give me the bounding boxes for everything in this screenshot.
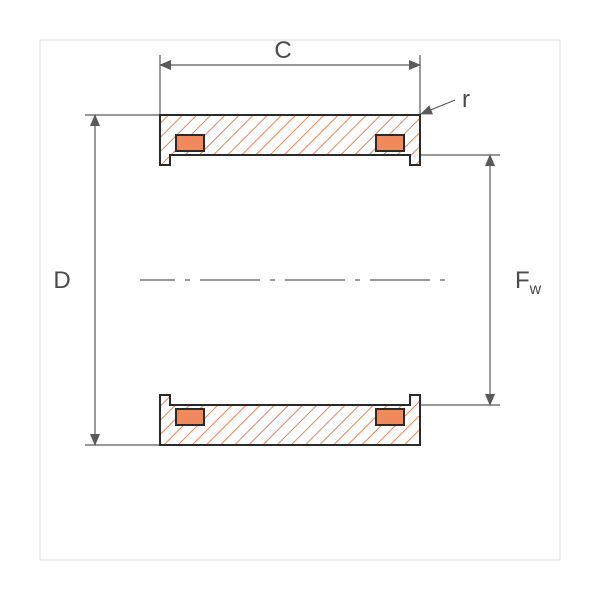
label-c: C [274, 37, 291, 64]
label-d: D [53, 267, 70, 294]
roller [376, 135, 404, 151]
bearing-diagram: C D Fw r [0, 0, 600, 600]
dim-fw: Fw [420, 155, 542, 405]
roller [376, 409, 404, 425]
roller [176, 409, 204, 425]
label-fw: Fw [515, 267, 542, 298]
dim-c: C [160, 37, 420, 115]
label-r: r [462, 86, 470, 113]
dim-r: r [421, 86, 470, 114]
roller [176, 135, 204, 151]
